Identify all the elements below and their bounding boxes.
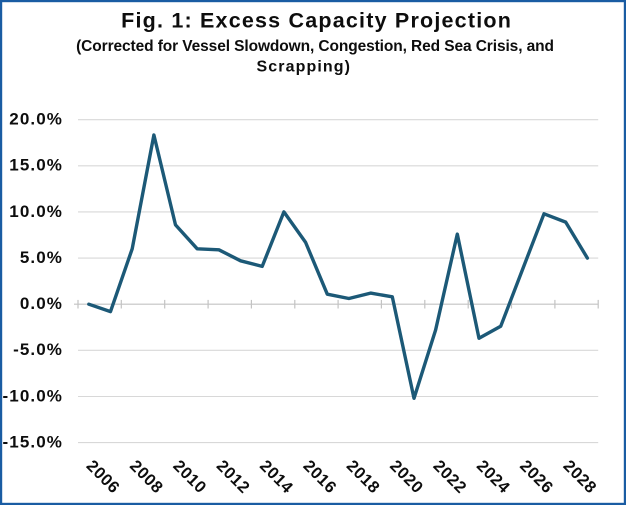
svg-text:Scrapping): Scrapping) <box>257 59 352 76</box>
svg-text:5.0%: 5.0% <box>20 248 63 267</box>
svg-text:15.0%: 15.0% <box>9 156 63 175</box>
svg-text:0.0%: 0.0% <box>20 294 63 313</box>
svg-text:Fig. 1: Excess Capacity Projec: Fig. 1: Excess Capacity Projection <box>121 9 512 33</box>
svg-text:20.0%: 20.0% <box>9 110 63 129</box>
svg-text:-15.0%: -15.0% <box>3 433 63 452</box>
svg-text:-10.0%: -10.0% <box>3 386 63 405</box>
svg-text:-5.0%: -5.0% <box>13 340 63 359</box>
svg-text:10.0%: 10.0% <box>9 202 63 221</box>
svg-text:(Corrected for Vessel Slowdown: (Corrected for Vessel Slowdown, Congesti… <box>76 38 554 55</box>
